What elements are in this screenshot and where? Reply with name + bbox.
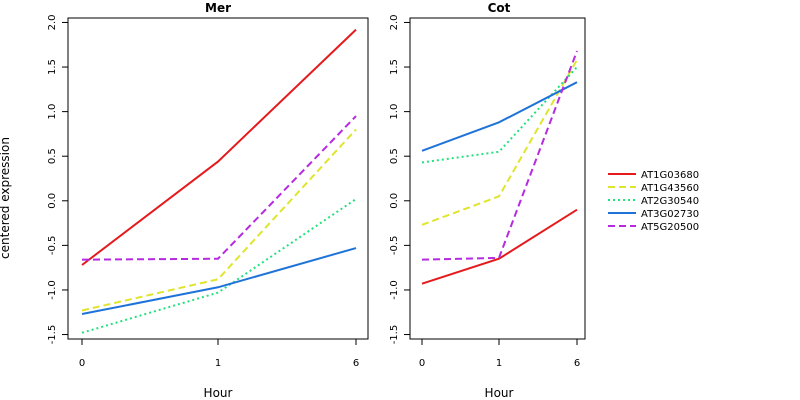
x-tick-label: 6 <box>574 358 580 369</box>
panel-mer: Mer -1.5 -1.0 -0.5 0.0 0.5 1.0 1.5 2.0 0 1 6 Hour… <box>0 1 369 400</box>
y-tick-label: 0.0 <box>389 193 400 209</box>
x-tick-label: 6 <box>353 358 359 369</box>
x-axis-label-cot: Hour <box>485 386 514 400</box>
series-line-cot-at1g03680 <box>421 208 578 285</box>
series-line-cot-at5g20500 <box>421 50 578 261</box>
y-tick-label: 1.0 <box>389 104 400 120</box>
series-line-cot-at1g43560 <box>421 59 578 226</box>
legend-label: AT3G02730 <box>641 209 699 220</box>
series-line-mer-at1g43560 <box>81 128 357 312</box>
series-line-cot-at2g30540 <box>421 66 578 164</box>
y-tick-label: -1.5 <box>47 325 58 345</box>
panel-title-cot: Cot <box>488 1 511 15</box>
y-ticks-cot: -1.5 -1.0 -0.5 0.0 0.5 1.0 1.5 2.0 <box>389 15 410 345</box>
x-tick-label: 0 <box>79 358 85 369</box>
panel-title-mer: Mer <box>205 1 231 15</box>
series-line-mer-at5g20500 <box>81 115 357 261</box>
y-ticks-mer: -1.5 -1.0 -0.5 0.0 0.5 1.0 1.5 2.0 <box>47 15 68 345</box>
x-tick-label: 0 <box>419 358 425 369</box>
series-line-mer-at2g30540 <box>81 198 357 334</box>
legend-label: AT2G30540 <box>641 196 699 207</box>
y-tick-label: 2.0 <box>389 15 400 31</box>
y-tick-label: -1.0 <box>47 280 58 300</box>
series-lines-cot <box>421 50 578 285</box>
y-tick-label: 1.5 <box>47 59 58 75</box>
legend: AT1G03680 AT1G43560 AT2G30540 AT3G02730 AT5G… <box>608 170 699 233</box>
y-tick-label: 1.5 <box>389 59 400 75</box>
legend-label: AT1G43560 <box>641 183 699 194</box>
y-tick-label: -0.5 <box>389 236 400 256</box>
plot-frame-mer <box>67 17 369 340</box>
y-tick-label: 2.0 <box>47 15 58 31</box>
y-axis-label: centered expression <box>0 137 12 259</box>
y-tick-label: 0.5 <box>389 148 400 164</box>
panel-cot: Cot -1.5 -1.0 -0.5 0.0 0.5 1.0 1.5 2.0 0 1 6 Hour <box>389 1 586 400</box>
y-tick-label: 0.0 <box>47 193 58 209</box>
x-ticks-mer: 0 1 6 <box>79 339 359 369</box>
y-tick-label: -1.0 <box>389 280 400 300</box>
y-tick-label: 1.0 <box>47 104 58 120</box>
x-tick-label: 1 <box>496 358 502 369</box>
series-line-cot-at3g02730 <box>421 81 578 152</box>
series-line-mer-at3g02730 <box>81 247 357 316</box>
plot-frame-cot <box>409 17 586 340</box>
legend-label: AT1G03680 <box>641 170 699 181</box>
x-axis-label-mer: Hour <box>204 386 233 400</box>
series-line-mer-at1g03680 <box>81 28 357 266</box>
y-tick-label: 0.5 <box>47 148 58 164</box>
legend-label: AT5G20500 <box>641 222 699 233</box>
x-ticks-cot: 0 1 6 <box>419 339 580 369</box>
series-lines-mer <box>81 28 357 334</box>
y-tick-label: -1.5 <box>389 325 400 345</box>
y-tick-label: -0.5 <box>47 236 58 256</box>
x-tick-label: 1 <box>215 358 221 369</box>
